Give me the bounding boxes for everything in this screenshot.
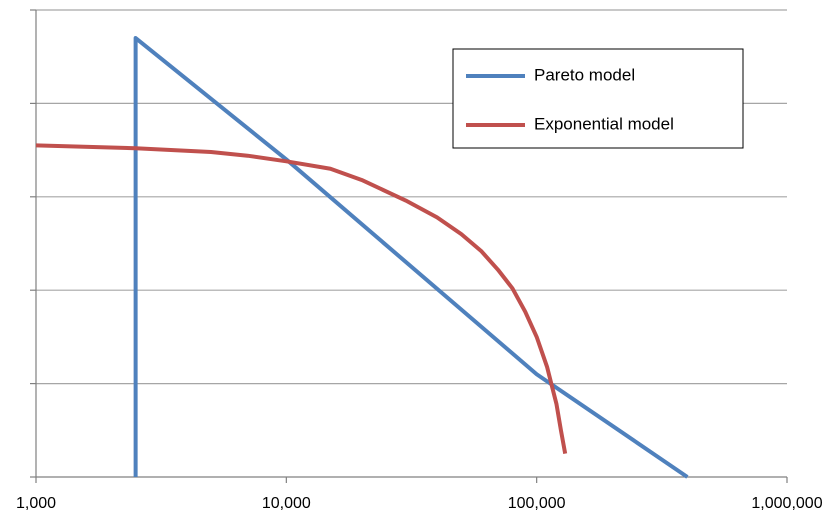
legend-label-0: Pareto model bbox=[534, 65, 635, 84]
legend-label-1: Exponential model bbox=[534, 114, 674, 133]
axes bbox=[30, 9, 788, 483]
x-tick-label-3: 1,000,000 bbox=[751, 495, 822, 512]
legend-box bbox=[452, 48, 744, 149]
x-tick-label-0: 1,000 bbox=[16, 495, 56, 512]
series-group bbox=[35, 36, 689, 479]
series-line-exponential bbox=[35, 143, 568, 455]
x-tick-label-1: 10,000 bbox=[262, 495, 311, 512]
legend: Pareto model Exponential model bbox=[452, 48, 744, 149]
x-tick-labels: 1,000 10,000 100,000 1,000,000 bbox=[16, 495, 823, 512]
x-tick-label-2: 100,000 bbox=[508, 495, 566, 512]
